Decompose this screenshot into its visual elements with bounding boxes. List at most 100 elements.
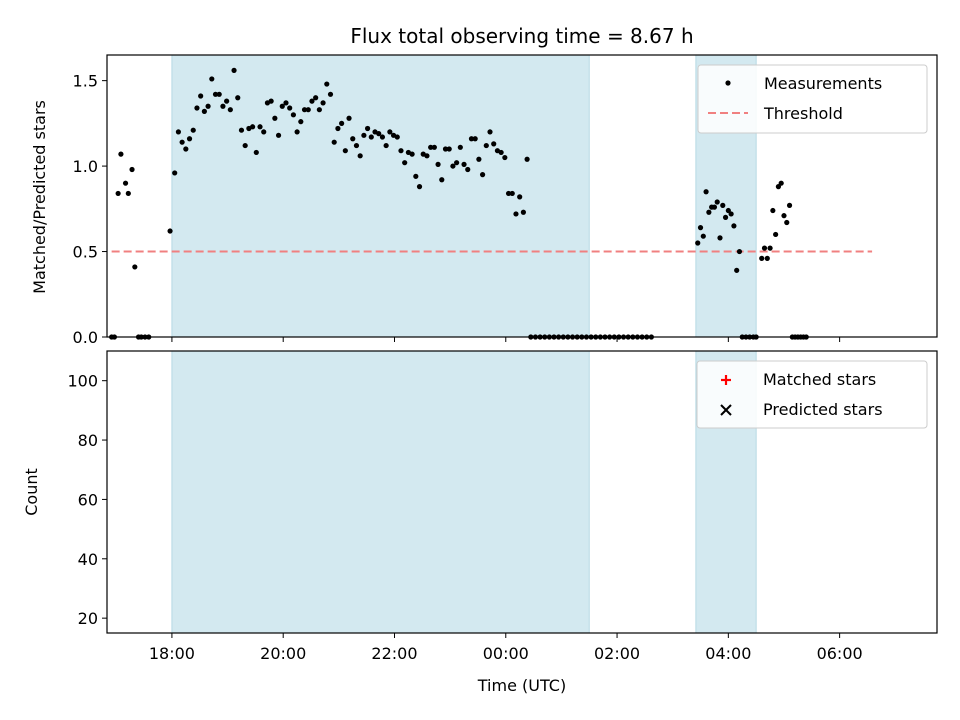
measurement-point	[361, 132, 367, 138]
bottom-panel: 20 40 60 80 100 18:00 20:00 22:00 00:00 02:00 04:0…	[67, 350, 938, 663]
measurement-point	[759, 255, 765, 261]
measurement-point	[220, 103, 226, 109]
measurement-point	[728, 211, 734, 217]
measurement-point	[275, 132, 282, 138]
measurement-point	[272, 115, 278, 121]
measurement-point	[498, 149, 504, 156]
legend-matched-label: Matched stars	[763, 370, 876, 389]
measurement-point	[491, 141, 497, 147]
measurement-point	[313, 95, 319, 101]
measurement-point	[368, 134, 374, 140]
measurement-point	[331, 139, 337, 145]
x-axis-title: Time (UTC)	[477, 676, 566, 695]
legend-measurements-marker	[725, 80, 731, 86]
measurement-point	[350, 136, 356, 142]
measurement-point	[767, 245, 773, 251]
measurement-point	[465, 166, 471, 173]
shaded-interval	[171, 350, 590, 634]
measurement-point	[483, 142, 489, 149]
measurement-point	[764, 255, 770, 261]
measurement-point	[339, 120, 345, 126]
measurement-point	[524, 156, 530, 162]
measurement-point	[198, 93, 204, 99]
y-tick-label: 20	[78, 609, 98, 628]
legend-matched-marker	[721, 375, 731, 385]
measurement-point	[714, 199, 720, 205]
measurement-point	[446, 146, 452, 152]
measurement-point	[290, 112, 297, 118]
measurement-point	[431, 144, 437, 150]
measurement-point	[786, 202, 793, 208]
measurement-point	[320, 100, 326, 106]
bottom-plot-frame	[106, 350, 938, 634]
measurement-point	[172, 170, 178, 176]
measurement-point	[294, 129, 300, 135]
measurement-point	[268, 98, 274, 104]
measurement-point	[279, 103, 285, 109]
measurement-point	[209, 76, 215, 82]
measurement-point	[439, 177, 445, 183]
y-tick-label: 1.0	[73, 157, 98, 176]
measurement-point	[324, 81, 330, 87]
measurement-point	[461, 161, 467, 167]
legend-predicted-label: Predicted stars	[763, 400, 883, 419]
measurement-point	[179, 139, 185, 145]
measurement-point	[398, 148, 404, 154]
top-plot-frame	[106, 54, 938, 338]
measurement-point	[442, 146, 449, 152]
measurement-point	[357, 153, 363, 159]
top-legend	[697, 64, 928, 134]
measurement-point	[695, 240, 701, 246]
measurement-point	[190, 127, 196, 133]
y-tick-label: 80	[78, 431, 98, 450]
measurement-point	[454, 160, 460, 166]
measurement-point	[450, 163, 456, 169]
measurement-point	[261, 129, 267, 135]
measurement-point	[212, 91, 219, 97]
measurement-point	[194, 105, 200, 111]
measurement-point	[387, 129, 393, 135]
measurement-point	[505, 190, 512, 197]
measurement-point	[376, 131, 382, 137]
x-tick-label: 18:00	[149, 644, 195, 663]
measurement-point	[129, 166, 135, 173]
measurement-point	[235, 95, 241, 101]
measurement-point	[472, 136, 478, 142]
measurement-point	[717, 235, 723, 241]
measurement-point	[711, 204, 718, 210]
measurement-point	[761, 245, 768, 251]
y-tick-label: 0.0	[73, 328, 98, 347]
measurement-point	[283, 100, 289, 106]
measurement-point	[402, 160, 408, 166]
measurement-point	[216, 91, 222, 97]
measurement-point	[364, 125, 371, 132]
measurement-point	[720, 202, 726, 208]
measurement-point	[784, 219, 790, 226]
legend-threshold-label: Threshold	[763, 104, 843, 123]
measurement-point	[476, 156, 482, 162]
measurement-point	[231, 67, 237, 73]
measurement-point	[379, 134, 386, 140]
bottom-y-axis-title: Count	[22, 468, 41, 516]
y-tick-label: 0.5	[73, 243, 98, 262]
measurement-point	[257, 124, 263, 130]
measurement-point	[703, 189, 709, 195]
measurement-point	[353, 142, 360, 149]
chart-title: Flux total observing time = 8.67 h	[350, 24, 693, 48]
x-tick-label: 20:00	[260, 644, 306, 663]
top-y-axis-title: Matched/Predicted stars	[30, 100, 49, 294]
measurement-point	[346, 115, 352, 121]
measurement-point	[517, 194, 523, 200]
measurement-point	[115, 190, 121, 197]
measurement-point	[394, 134, 400, 140]
x-tick-label: 00:00	[483, 644, 529, 663]
measurement-point	[249, 124, 256, 130]
top-panel: 0.0 0.5 1.0 1.5 Measurements Threshold	[73, 54, 938, 347]
measurement-point	[132, 264, 138, 270]
measurement-point	[118, 151, 124, 157]
x-tick-label: 02:00	[594, 644, 640, 663]
measurement-point	[309, 98, 315, 104]
measurement-point	[781, 213, 787, 219]
measurement-point	[435, 161, 441, 167]
